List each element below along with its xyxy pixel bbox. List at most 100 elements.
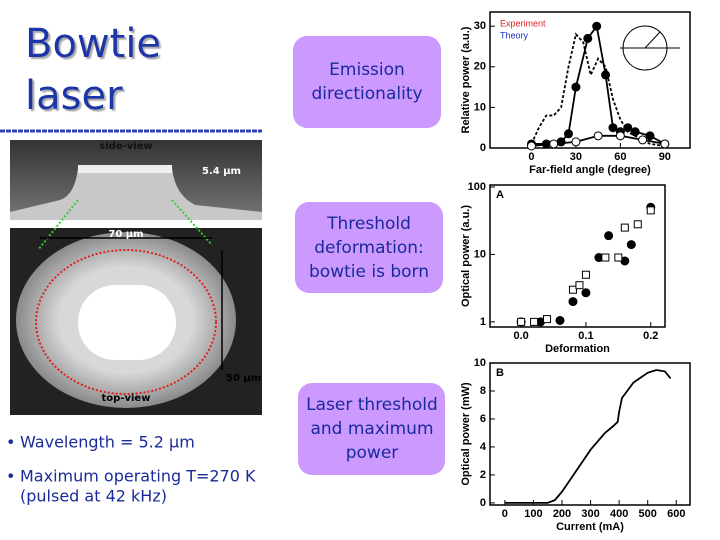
x-tick-label: 90 (659, 151, 671, 163)
y-tick-label: 8 (480, 385, 486, 397)
image-label: 70 µm (108, 229, 143, 240)
box-text: bowtie is born (309, 262, 429, 282)
marker (526, 141, 536, 151)
bullet-text: Wavelength = 5.2 µm (20, 433, 195, 452)
marker (646, 206, 655, 215)
marker (555, 315, 565, 325)
marker (556, 137, 566, 147)
title: laser (25, 73, 123, 119)
label-box (295, 202, 443, 293)
x-axis-label: Current (mA) (556, 521, 624, 533)
y-tick-label: 0 (480, 142, 486, 154)
x-tick-label: 400 (610, 508, 628, 520)
box-text: Threshold (326, 214, 411, 234)
marker (604, 231, 614, 241)
x-tick-label: 100 (524, 508, 542, 520)
box-text: power (346, 443, 399, 463)
marker (608, 123, 618, 133)
y-tick-label: 4 (480, 441, 487, 453)
x-tick-label: 0 (502, 508, 508, 520)
plot-frame (489, 11, 691, 149)
marker (620, 223, 629, 232)
x-tick-label: 30 (570, 151, 582, 163)
marker (543, 315, 552, 324)
image-label: top-view (102, 393, 151, 404)
box-text: directionality (311, 84, 422, 104)
y-tick-label: 10 (474, 357, 486, 369)
x-tick-label: 0.0 (513, 330, 528, 342)
plot-frame (489, 362, 691, 506)
series-line (530, 32, 665, 147)
y-tick-label: 100 (468, 181, 486, 193)
marker (593, 131, 603, 141)
series-line (504, 369, 672, 504)
x-tick-label: 300 (581, 508, 599, 520)
x-tick-label: 200 (553, 508, 571, 520)
label-box (293, 36, 441, 128)
image-label: 5.4 µm (202, 166, 241, 177)
inset-diagram (620, 25, 680, 71)
series-line (531, 23, 666, 145)
marker (633, 220, 642, 229)
marker (638, 135, 648, 145)
marker (571, 137, 581, 147)
marker (581, 270, 590, 279)
marker (626, 240, 636, 250)
y-tick-label: 1 (480, 316, 486, 328)
marker (614, 253, 623, 262)
y-tick-label: 30 (474, 20, 486, 32)
bullet: • (6, 467, 15, 486)
box-text: Laser threshold (306, 395, 438, 415)
bullet-text: (pulsed at 42 kHz) (20, 487, 167, 506)
marker (645, 131, 655, 141)
marker (601, 70, 611, 80)
x-tick-label: 500 (639, 508, 657, 520)
legend-entry: Experiment (500, 18, 546, 28)
y-tick-label: 20 (474, 61, 486, 73)
bullet-text: Maximum operating T=270 K (20, 467, 256, 486)
marker (564, 129, 574, 139)
label-box (298, 383, 445, 475)
y-tick-label: 0 (480, 497, 486, 509)
x-axis-label: Far-field angle (degree) (529, 164, 651, 176)
bullet: • (6, 433, 15, 452)
marker (592, 21, 602, 31)
y-tick-label: 2 (480, 469, 486, 481)
marker (583, 33, 593, 43)
marker (601, 253, 610, 262)
x-axis-label: Deformation (545, 343, 610, 355)
y-axis-label: Optical power (a.u.) (460, 205, 472, 307)
y-axis-label: Optical power (mW) (460, 382, 472, 486)
x-tick-label: 60 (614, 151, 626, 163)
y-tick-label: 6 (480, 413, 486, 425)
marker (530, 317, 539, 326)
x-tick-label: 0.2 (643, 330, 658, 342)
marker (575, 281, 584, 290)
image-label: 50 µm (226, 373, 261, 384)
y-axis-label: Relative power (a.u.) (460, 26, 472, 133)
x-tick-label: 600 (667, 508, 685, 520)
marker (660, 139, 670, 149)
box-text: deformation: (314, 238, 424, 258)
marker (571, 82, 581, 92)
panel-letter: A (496, 189, 504, 201)
marker (615, 131, 625, 141)
marker (549, 139, 559, 149)
box-text: and maximum (310, 419, 433, 439)
marker (581, 288, 591, 298)
y-tick-label: 10 (474, 248, 486, 260)
marker (517, 317, 526, 326)
legend-entry: Theory (500, 30, 529, 40)
x-tick-label: 0.1 (578, 330, 593, 342)
plot-frame (489, 184, 666, 328)
panel-letter: B (496, 367, 504, 379)
title: Bowtie (25, 21, 161, 67)
sem-image (10, 140, 262, 415)
y-tick-label: 10 (474, 101, 486, 113)
x-tick-label: 0 (528, 151, 534, 163)
marker (568, 285, 577, 294)
image-label: side-view (99, 141, 152, 152)
box-text: Emission (329, 60, 405, 80)
marker (568, 297, 578, 307)
